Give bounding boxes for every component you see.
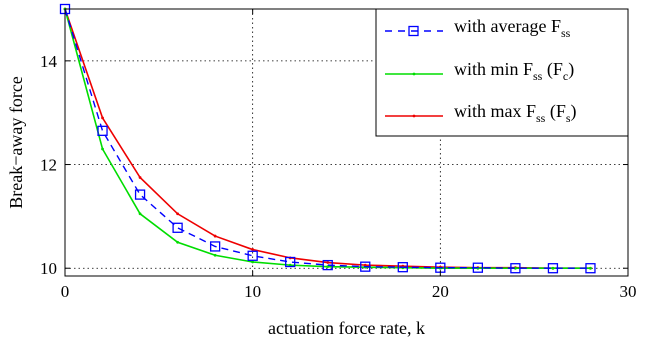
series-max-marker bbox=[138, 176, 142, 179]
series-average-marker bbox=[285, 256, 296, 268]
legend-average-swatch-marker bbox=[408, 25, 419, 37]
legend-min-text: (F bbox=[542, 59, 563, 80]
series-min-marker bbox=[251, 260, 255, 264]
series-min-marker bbox=[176, 240, 180, 244]
y-axis-label: Break−away force bbox=[6, 76, 26, 209]
series-average-marker bbox=[472, 262, 484, 273]
series-average-marker bbox=[360, 261, 371, 272]
series-average-marker bbox=[172, 222, 183, 233]
legend-average-label: with average Fss bbox=[454, 16, 571, 40]
series-average-marker bbox=[247, 250, 258, 261]
series-min-marker bbox=[551, 266, 555, 270]
legend-max-text: with max F bbox=[454, 101, 536, 121]
legend-max-label: with max Fss (Fs) bbox=[454, 101, 577, 125]
series-min-marker bbox=[101, 147, 104, 151]
series-average-marker bbox=[585, 263, 596, 274]
x-tick-label: 30 bbox=[620, 282, 637, 301]
series-average-line bbox=[64, 8, 591, 269]
legend-average-subscript: ss bbox=[561, 26, 571, 40]
legend-min-subscript: ss bbox=[533, 69, 543, 83]
legend-min-text: ) bbox=[568, 59, 574, 80]
legend-max-subscript: s bbox=[566, 111, 571, 125]
series-average-marker bbox=[510, 263, 521, 274]
series-layer bbox=[59, 3, 596, 274]
y-tick-label: 14 bbox=[40, 52, 58, 71]
series-max-marker bbox=[326, 261, 330, 264]
series-average-marker bbox=[397, 262, 408, 273]
y-tick-label: 12 bbox=[40, 156, 57, 175]
x-tick-label: 20 bbox=[432, 282, 449, 301]
legend-max-swatch-marker bbox=[412, 114, 416, 118]
x-tick-label: 10 bbox=[244, 282, 261, 301]
legend-min-swatch-marker bbox=[412, 72, 416, 76]
series-average-marker bbox=[322, 259, 333, 271]
series-average-marker bbox=[134, 189, 146, 200]
legend-min-text: with min F bbox=[454, 59, 533, 79]
series-average bbox=[59, 3, 596, 274]
legend-min: with min Fss (Fc) bbox=[385, 59, 574, 83]
series-min-marker bbox=[326, 265, 330, 269]
plot-frame bbox=[64, 8, 629, 277]
legend-average-text: with average F bbox=[454, 16, 561, 36]
series-max-marker bbox=[176, 212, 180, 216]
series-max-marker bbox=[251, 248, 255, 251]
legend-min-subscript: c bbox=[563, 69, 568, 83]
legend-max-text: (F bbox=[545, 101, 566, 122]
legend-max: with max Fss (Fs) bbox=[385, 101, 577, 125]
y-tick-label: 10 bbox=[40, 259, 57, 278]
series-max-marker bbox=[363, 263, 367, 267]
series-min-marker bbox=[138, 212, 142, 216]
series-max-marker bbox=[101, 116, 104, 120]
series-max-marker bbox=[213, 234, 217, 238]
series-average-marker bbox=[209, 241, 221, 252]
x-axis-label: actuation force rate, k bbox=[268, 318, 425, 338]
series-min-marker bbox=[589, 266, 592, 270]
x-tick-label: 0 bbox=[61, 282, 70, 301]
legend-min-label: with min Fss (Fc) bbox=[454, 59, 574, 83]
legend-max-subscript: ss bbox=[536, 111, 546, 125]
legend-average: with average Fss bbox=[385, 16, 571, 40]
series-average-marker bbox=[547, 263, 559, 274]
series-average-marker bbox=[97, 125, 108, 136]
series-min-marker bbox=[288, 263, 292, 267]
legend-max-text: ) bbox=[571, 101, 577, 122]
series-min-marker bbox=[213, 253, 217, 257]
